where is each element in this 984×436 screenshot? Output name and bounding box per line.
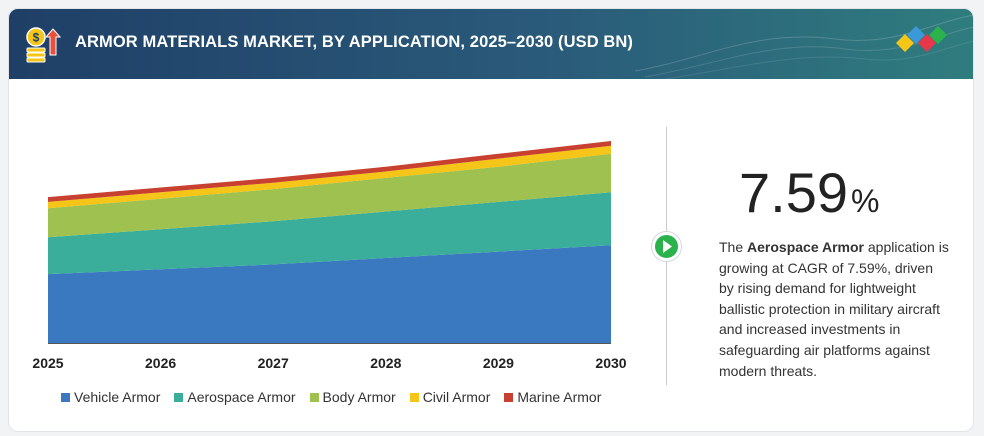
cagr-unit: % (851, 183, 880, 219)
legend-swatch (309, 392, 319, 402)
legend-item: Aerospace Armor (174, 389, 296, 405)
legend-swatch (174, 392, 184, 402)
x-tick-label: 2029 (483, 355, 514, 371)
x-tick-label: 2027 (258, 355, 289, 371)
x-tick-label: 2025 (32, 355, 63, 371)
legend-item: Vehicle Armor (61, 389, 160, 405)
legend-label: Marine Armor (517, 389, 602, 405)
x-tick-label: 2028 (370, 355, 401, 371)
legend-item: Civil Armor (409, 389, 491, 405)
area-vehicle-armor (48, 245, 611, 343)
legend-swatch (61, 392, 70, 402)
legend-label: Aerospace Armor (187, 389, 296, 405)
area-marine-armor (48, 141, 611, 202)
legend-item: Body Armor (309, 389, 396, 405)
desc-rest: application is growing at CAGR of 7.59%,… (719, 239, 949, 379)
cagr-number: 7.59 (739, 161, 848, 224)
svg-text:$: $ (33, 31, 40, 45)
x-tick-label: 2030 (595, 355, 626, 371)
area-chart: 2025 2026 2027 2028 2029 2030 (32, 141, 627, 371)
desc-prefix: The (719, 239, 748, 255)
chart-legend: Vehicle Armor Aerospace Armor Body Armor Ci… (61, 389, 615, 405)
money-growth-icon: $ (26, 27, 62, 63)
legend-label: Vehicle Armor (74, 389, 161, 405)
legend-label: Body Armor (322, 389, 396, 405)
x-tick-label: 2026 (145, 355, 176, 371)
play-icon[interactable] (652, 232, 681, 261)
area-civil-armor (48, 145, 611, 209)
area-body-armor (48, 153, 611, 238)
legend-swatch (504, 392, 514, 402)
cagr-description: The Aerospace Armor application is growi… (719, 237, 951, 381)
legend-swatch (409, 392, 419, 402)
desc-bold: Aerospace Armor (747, 239, 864, 255)
legend-item: Marine Armor (504, 389, 601, 405)
chart-title: ARMOR MATERIALS MARKET, BY APPLICATION, … (75, 33, 634, 51)
diamond-logo (896, 26, 947, 52)
header-banner: $ ARMOR MATERIALS MARKET, BY APPLICATION… (9, 9, 973, 79)
legend-label: Civil Armor (422, 389, 491, 405)
area-aerospace-armor (48, 192, 611, 275)
chart-card: $ ARMOR MATERIALS MARKET, BY APPLICATION… (8, 8, 974, 432)
cagr-value: 7.59% (739, 165, 879, 221)
